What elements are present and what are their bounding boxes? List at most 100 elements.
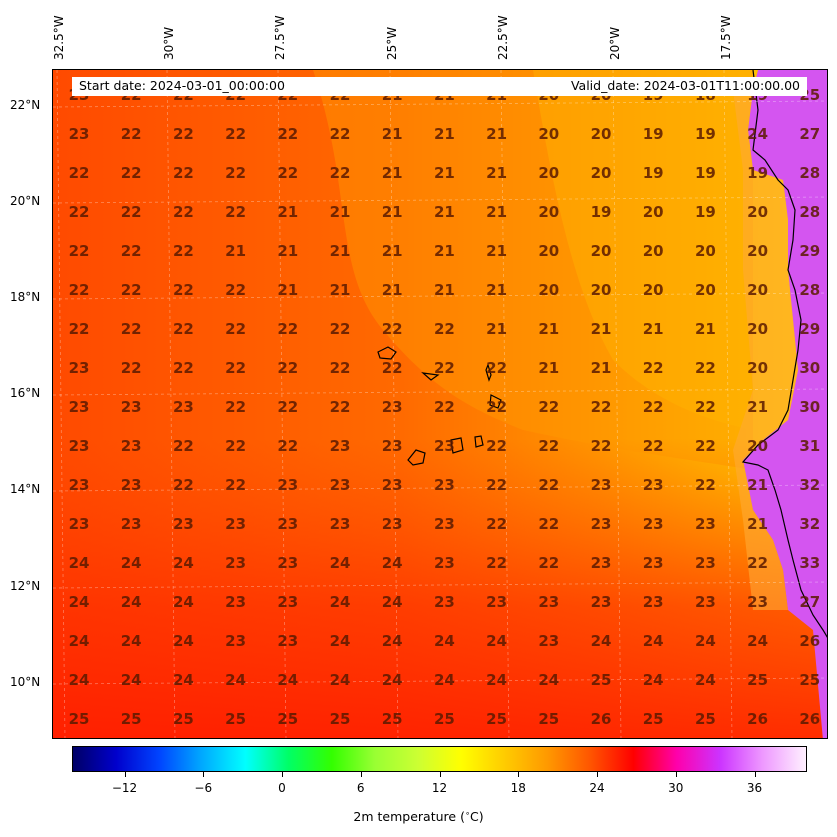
temperature-value: 23: [643, 593, 664, 611]
temperature-value: 24: [173, 632, 194, 650]
temperature-value: 23: [434, 476, 455, 494]
temperature-value: 21: [382, 164, 403, 182]
temperature-value: 25: [486, 710, 507, 728]
temperature-value: 21: [434, 242, 455, 260]
temperature-value: 22: [121, 125, 142, 143]
temperature-value: 22: [173, 125, 194, 143]
colorbar-tickmark: [124, 772, 126, 777]
temperature-value: 22: [121, 281, 142, 299]
temperature-value: 23: [173, 515, 194, 533]
temperature-value: 21: [486, 164, 507, 182]
temperature-value: 22: [225, 125, 246, 143]
colorbar-tick-label: 0: [278, 781, 286, 795]
temperature-value: 23: [330, 437, 351, 455]
temperature-value: 23: [121, 437, 142, 455]
map-canvas: [53, 70, 827, 738]
longitude-label: 32.5°W: [52, 15, 66, 60]
temperature-value: 19: [695, 203, 716, 221]
temperature-value: 22: [434, 359, 455, 377]
temperature-value: 23: [382, 398, 403, 416]
temperature-value: 22: [173, 437, 194, 455]
temperature-colorbar: [72, 746, 807, 772]
colorbar-tick-label: −12: [111, 781, 138, 795]
temperature-value: 25: [69, 710, 90, 728]
temperature-value: 20: [591, 281, 612, 299]
date-header: Start date: 2024-03-01_00:00:00 Valid_da…: [72, 77, 807, 96]
temperature-value: 22: [695, 476, 716, 494]
temperature-value: 22: [434, 398, 455, 416]
temperature-value: 24: [643, 671, 664, 689]
temperature-value: 27: [799, 125, 820, 143]
temperature-value: 22: [69, 203, 90, 221]
temperature-value: 21: [538, 320, 559, 338]
temperature-value: 20: [747, 437, 768, 455]
temperature-values: 2322222222222121212020191819252322222222…: [69, 86, 821, 728]
temperature-value: 22: [538, 437, 559, 455]
temperature-value: 22: [225, 437, 246, 455]
temperature-value: 23: [382, 476, 403, 494]
latitude-label: 22°N: [10, 98, 41, 112]
temperature-value: 21: [225, 242, 246, 260]
temperature-value: 24: [486, 671, 507, 689]
temperature-value: 22: [643, 398, 664, 416]
temperature-value: 20: [695, 281, 716, 299]
temperature-value: 24: [173, 554, 194, 572]
temperature-value: 21: [434, 125, 455, 143]
temperature-value: 24: [330, 671, 351, 689]
temperature-value: 21: [591, 359, 612, 377]
temperature-value: 25: [643, 710, 664, 728]
temperature-value: 24: [69, 632, 90, 650]
temperature-value: 25: [799, 671, 820, 689]
temperature-value: 24: [69, 671, 90, 689]
temperature-value: 22: [591, 437, 612, 455]
temperature-value: 22: [121, 359, 142, 377]
temperature-value: 33: [799, 554, 820, 572]
temperature-value: 20: [643, 281, 664, 299]
temperature-value: 22: [69, 242, 90, 260]
temperature-value: 22: [277, 398, 298, 416]
temperature-value: 20: [591, 125, 612, 143]
longitude-label: 25°W: [385, 26, 399, 60]
temperature-value: 24: [591, 632, 612, 650]
colorbar-tick-label: −6: [194, 781, 213, 795]
temperature-value: 24: [382, 632, 403, 650]
colorbar-tick-label: 6: [356, 781, 365, 795]
temperature-value: 24: [121, 593, 142, 611]
temperature-value: 28: [799, 164, 820, 182]
meridian-line: [500, 70, 510, 738]
temperature-value: 24: [747, 632, 768, 650]
temperature-value: 22: [225, 203, 246, 221]
temperature-value: 22: [277, 437, 298, 455]
temperature-value: 24: [121, 632, 142, 650]
temperature-value: 22: [434, 320, 455, 338]
temperature-value: 24: [277, 671, 298, 689]
temperature-value: 25: [538, 710, 559, 728]
temperature-value: 22: [277, 359, 298, 377]
temperature-value: 24: [330, 593, 351, 611]
latitude-label: 12°N: [10, 579, 41, 593]
temperature-value: 23: [434, 554, 455, 572]
temperature-value: 22: [330, 164, 351, 182]
temperature-value: 23: [69, 437, 90, 455]
temperature-value: 31: [799, 437, 820, 455]
temperature-value: 29: [799, 242, 820, 260]
temperature-value: 22: [69, 320, 90, 338]
land-transition: [733, 90, 798, 610]
temperature-value: 19: [591, 203, 612, 221]
temperature-value: 24: [643, 632, 664, 650]
coastline: [741, 70, 827, 638]
temperature-value: 23: [69, 359, 90, 377]
temperature-value: 24: [695, 632, 716, 650]
latitude-label: 10°N: [10, 675, 41, 689]
temperature-value: 24: [225, 671, 246, 689]
temperature-value: 22: [173, 203, 194, 221]
temperature-value: 22: [173, 281, 194, 299]
colorbar-tickmark: [754, 772, 756, 777]
temperature-value: 23: [591, 515, 612, 533]
temperature-value: 22: [538, 554, 559, 572]
temperature-value: 23: [277, 632, 298, 650]
temperature-value: 22: [173, 320, 194, 338]
temperature-value: 22: [225, 476, 246, 494]
temperature-value: 23: [695, 593, 716, 611]
temperature-value: 21: [486, 125, 507, 143]
